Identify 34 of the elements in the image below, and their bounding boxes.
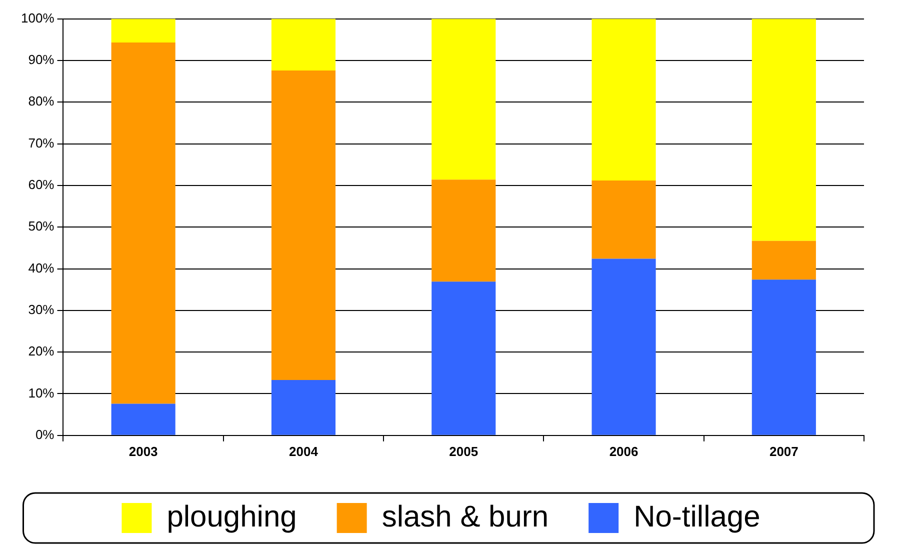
y-tick-label: 20% — [28, 344, 55, 359]
bar — [111, 404, 176, 435]
x-tick-label: 2006 — [609, 444, 638, 459]
bar — [752, 18, 816, 241]
bar — [432, 18, 496, 180]
bar — [271, 70, 336, 380]
bar — [752, 280, 816, 435]
bar — [111, 42, 176, 404]
x-tick-label: 2004 — [289, 444, 319, 459]
legend-label: ploughing — [166, 500, 297, 534]
y-tick-label: 30% — [28, 302, 55, 317]
bar — [592, 18, 656, 180]
y-tick-label: 40% — [28, 260, 55, 276]
y-tick-label: 70% — [28, 135, 55, 150]
bar — [592, 258, 656, 435]
y-tick-label: 60% — [28, 177, 55, 192]
bar — [592, 180, 656, 259]
bar — [432, 282, 496, 435]
bar — [271, 380, 336, 435]
y-tick-label: 0% — [35, 426, 55, 442]
bar — [271, 18, 336, 70]
y-tick-label: 100% — [21, 10, 55, 26]
x-tick-label: 2005 — [449, 444, 478, 459]
y-tick-label: 10% — [28, 385, 55, 400]
legend-label: slash & burn — [382, 500, 549, 534]
legend-label: No-tillage — [634, 500, 760, 534]
bar — [111, 18, 176, 43]
y-tick-label: 80% — [28, 94, 55, 109]
bar — [752, 240, 816, 280]
y-tick-label: 90% — [28, 52, 55, 68]
bar — [432, 180, 496, 282]
x-tick-label: 2007 — [769, 444, 798, 459]
x-tick-label: 2003 — [128, 444, 158, 459]
y-tick-label: 50% — [28, 218, 55, 234]
